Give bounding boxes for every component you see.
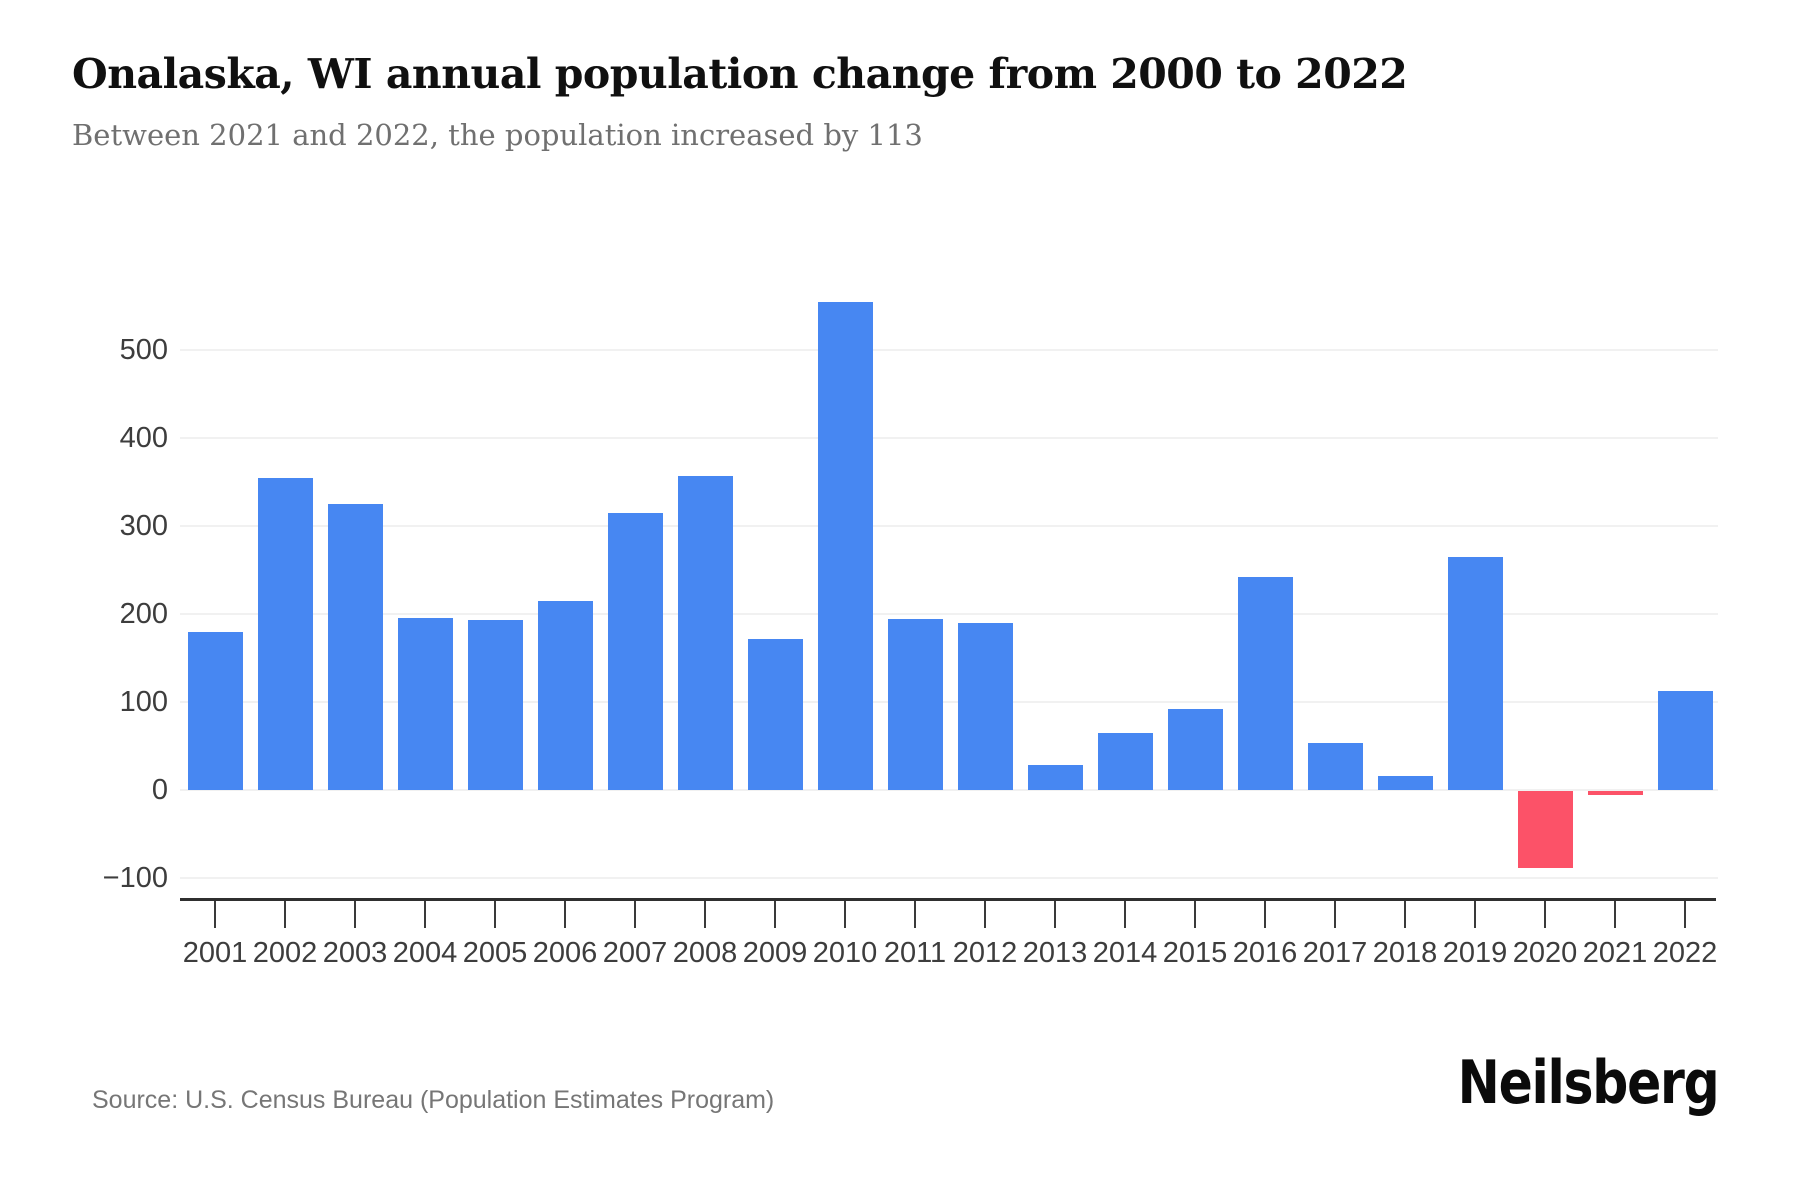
x-tick-label-2017: 2017: [1302, 937, 1368, 969]
x-tick-label-2020: 2020: [1512, 937, 1578, 969]
x-tick-label-2006: 2006: [532, 937, 598, 969]
y-tick-label-500: 500: [119, 334, 168, 366]
gridline-200: [180, 613, 1718, 615]
bar-2022[interactable]: [1657, 690, 1713, 790]
bar-2009[interactable]: [747, 638, 803, 790]
y-tick-label-200: 200: [119, 598, 168, 630]
x-tick-label-2016: 2016: [1232, 937, 1298, 969]
neilsberg-logo: Neilsberg: [1457, 1048, 1719, 1118]
x-tick-label-2007: 2007: [602, 937, 668, 969]
bar-2014[interactable]: [1097, 732, 1153, 790]
x-tick-2003: [354, 901, 356, 928]
x-tick-2019: [1474, 901, 1476, 928]
bar-2005[interactable]: [467, 620, 523, 790]
bar-2012[interactable]: [957, 622, 1013, 790]
x-tick-label-2013: 2013: [1022, 937, 1088, 969]
x-tick-2007: [634, 901, 636, 928]
x-axis-line: [180, 898, 1716, 901]
x-tick-2001: [214, 901, 216, 928]
x-tick-2017: [1334, 901, 1336, 928]
y-tick-label-−100: −100: [102, 862, 168, 894]
gridline-100: [180, 701, 1718, 703]
bar-2021[interactable]: [1587, 791, 1643, 796]
x-tick-2022: [1684, 901, 1686, 928]
x-tick-label-2008: 2008: [672, 937, 738, 969]
bar-2020[interactable]: [1517, 791, 1573, 869]
x-tick-2016: [1264, 901, 1266, 928]
x-tick-2005: [494, 901, 496, 928]
chart-title: Onalaska, WI annual population change fr…: [72, 50, 1408, 98]
bar-2002[interactable]: [257, 477, 313, 790]
y-tick-label-300: 300: [119, 510, 168, 542]
x-tick-label-2014: 2014: [1092, 937, 1158, 969]
x-tick-label-2002: 2002: [252, 937, 318, 969]
x-tick-label-2012: 2012: [952, 937, 1018, 969]
y-tick-label-0: 0: [151, 774, 168, 806]
x-tick-2011: [914, 901, 916, 928]
bar-2001[interactable]: [187, 631, 243, 790]
x-tick-label-2009: 2009: [742, 937, 808, 969]
x-tick-label-2004: 2004: [392, 937, 458, 969]
x-tick-2002: [284, 901, 286, 928]
bar-2010[interactable]: [817, 301, 873, 790]
gridline-400: [180, 437, 1718, 439]
x-tick-label-2022: 2022: [1652, 937, 1718, 969]
gridline-300: [180, 525, 1718, 527]
y-tick-label-400: 400: [119, 422, 168, 454]
bar-2006[interactable]: [537, 600, 593, 790]
x-tick-2008: [704, 901, 706, 928]
x-tick-label-2001: 2001: [182, 937, 248, 969]
gridline-−100: [180, 877, 1718, 879]
x-tick-label-2015: 2015: [1162, 937, 1228, 969]
bar-2015[interactable]: [1167, 709, 1223, 790]
source-note: Source: U.S. Census Bureau (Population E…: [92, 1086, 775, 1114]
x-tick-label-2005: 2005: [462, 937, 528, 969]
bar-2011[interactable]: [887, 619, 943, 790]
bar-2003[interactable]: [327, 504, 383, 790]
x-tick-label-2010: 2010: [812, 937, 878, 969]
x-tick-label-2003: 2003: [322, 937, 388, 969]
gridline-500: [180, 349, 1718, 351]
y-tick-label-100: 100: [119, 686, 168, 718]
x-tick-label-2019: 2019: [1442, 937, 1508, 969]
bar-2019[interactable]: [1447, 556, 1503, 790]
x-tick-2004: [424, 901, 426, 928]
x-tick-2018: [1404, 901, 1406, 928]
x-tick-2006: [564, 901, 566, 928]
x-tick-2013: [1054, 901, 1056, 928]
bar-2017[interactable]: [1307, 743, 1363, 790]
chart-subtitle: Between 2021 and 2022, the population in…: [72, 118, 923, 152]
x-tick-2009: [774, 901, 776, 928]
bar-2007[interactable]: [607, 512, 663, 790]
bar-2016[interactable]: [1237, 577, 1293, 790]
bar-2008[interactable]: [677, 475, 733, 790]
x-tick-2021: [1614, 901, 1616, 928]
gridline-0: [180, 789, 1718, 791]
x-tick-2010: [844, 901, 846, 928]
bar-2013[interactable]: [1027, 765, 1083, 790]
x-tick-2020: [1544, 901, 1546, 928]
x-tick-2015: [1194, 901, 1196, 928]
bar-2004[interactable]: [397, 618, 453, 790]
x-tick-2012: [984, 901, 986, 928]
x-tick-label-2011: 2011: [883, 937, 947, 969]
bar-2018[interactable]: [1377, 775, 1433, 790]
x-tick-label-2021: 2021: [1582, 937, 1648, 969]
x-tick-2014: [1124, 901, 1126, 928]
x-tick-label-2018: 2018: [1372, 937, 1438, 969]
